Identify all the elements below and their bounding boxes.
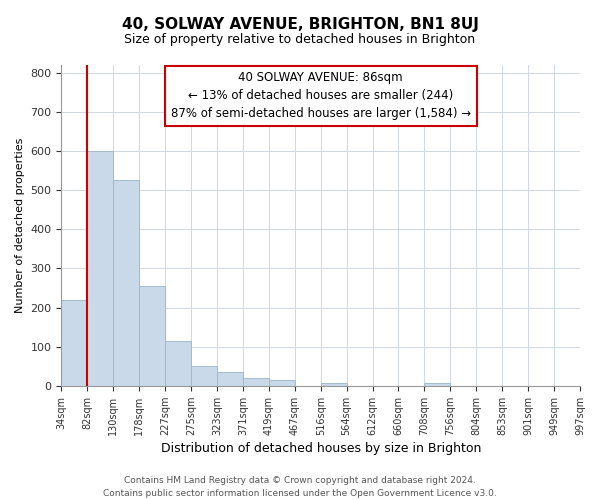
Bar xyxy=(191,366,217,386)
Bar xyxy=(243,378,269,386)
Y-axis label: Number of detached properties: Number of detached properties xyxy=(15,138,25,313)
X-axis label: Distribution of detached houses by size in Brighton: Distribution of detached houses by size … xyxy=(161,442,481,455)
Bar xyxy=(321,382,347,386)
Bar xyxy=(269,380,295,386)
Bar xyxy=(217,372,243,386)
Bar xyxy=(113,180,139,386)
Text: 40 SOLWAY AVENUE: 86sqm
← 13% of detached houses are smaller (244)
87% of semi-d: 40 SOLWAY AVENUE: 86sqm ← 13% of detache… xyxy=(170,72,471,120)
Bar xyxy=(88,151,113,386)
Bar xyxy=(61,300,88,386)
Bar xyxy=(165,341,191,386)
Text: Contains HM Land Registry data © Crown copyright and database right 2024.
Contai: Contains HM Land Registry data © Crown c… xyxy=(103,476,497,498)
Text: 40, SOLWAY AVENUE, BRIGHTON, BN1 8UJ: 40, SOLWAY AVENUE, BRIGHTON, BN1 8UJ xyxy=(122,18,478,32)
Bar xyxy=(139,286,165,386)
Text: Size of property relative to detached houses in Brighton: Size of property relative to detached ho… xyxy=(124,32,476,46)
Bar xyxy=(424,382,451,386)
